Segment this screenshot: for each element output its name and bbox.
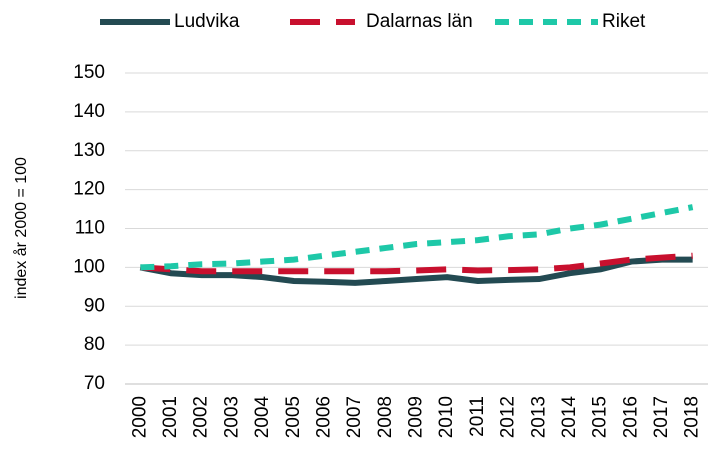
y-tick-label: 90 xyxy=(84,295,105,316)
x-tick-label: 2018 xyxy=(682,396,703,438)
x-tick-label: 2017 xyxy=(651,396,672,438)
legend-label: Ludvika xyxy=(174,11,240,32)
x-tick-label: 2014 xyxy=(559,396,580,439)
x-tick-label: 2001 xyxy=(160,396,181,438)
x-tick-label: 2003 xyxy=(221,396,242,438)
y-tick-label: 110 xyxy=(75,218,105,239)
y-tick-label: 150 xyxy=(73,62,105,83)
y-tick-label: 80 xyxy=(84,334,105,355)
x-tick-label: 2004 xyxy=(252,396,273,439)
legend-label: Dalarnas län xyxy=(366,11,473,32)
x-tick-label: 2011 xyxy=(467,396,488,437)
x-tick-label: 2008 xyxy=(375,396,396,438)
x-tick-label: 2010 xyxy=(436,396,457,438)
x-tick-label: 2005 xyxy=(283,396,304,438)
series-line xyxy=(139,256,693,286)
x-tick-label: 2006 xyxy=(313,396,334,438)
x-tick-label: 2009 xyxy=(406,396,427,438)
series-line xyxy=(140,204,694,271)
y-tick-label: 130 xyxy=(73,140,105,161)
series-line xyxy=(140,252,693,275)
y-tick-label: 70 xyxy=(84,373,105,394)
x-tick-label: 2015 xyxy=(590,396,611,438)
x-tick-label: 2000 xyxy=(129,396,150,438)
x-tick-label: 2016 xyxy=(620,396,641,438)
x-tick-label: 2013 xyxy=(528,396,549,438)
y-tick-label: 120 xyxy=(73,179,105,200)
legend-label: Riket xyxy=(602,11,646,32)
x-tick-label: 2007 xyxy=(344,396,365,438)
x-tick-label: 2012 xyxy=(498,396,519,438)
y-tick-label: 140 xyxy=(73,101,105,122)
y-tick-label: 100 xyxy=(73,256,105,277)
y-axis-label: index år 2000 = 100 xyxy=(12,157,30,299)
x-tick-label: 2002 xyxy=(191,396,212,438)
